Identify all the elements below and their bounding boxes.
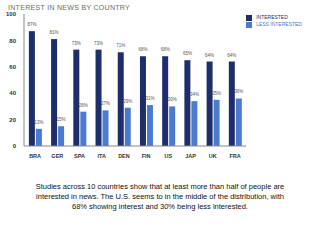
svg-text:US: US: [165, 153, 173, 159]
svg-text:64%: 64%: [205, 53, 214, 58]
svg-text:27%: 27%: [101, 101, 110, 106]
svg-text:20: 20: [9, 117, 16, 123]
svg-text:73%: 73%: [94, 41, 103, 46]
svg-text:65%: 65%: [183, 51, 192, 56]
svg-text:71%: 71%: [116, 43, 125, 48]
svg-text:60: 60: [9, 64, 16, 70]
svg-text:68%: 68%: [138, 47, 147, 52]
svg-text:FIN: FIN: [142, 153, 151, 159]
svg-text:UK: UK: [209, 153, 217, 159]
svg-text:31%: 31%: [145, 96, 154, 101]
svg-text:ITA: ITA: [98, 153, 106, 159]
svg-text:GER: GER: [51, 153, 63, 159]
svg-text:13%: 13%: [34, 120, 43, 125]
html-text:Studies across 10 countries sh: Studies across 10 countries show that at…: [35, 182, 285, 211]
svg-text:73%: 73%: [72, 41, 81, 46]
svg-text:87%: 87%: [27, 22, 36, 27]
svg-text:34%: 34%: [190, 92, 199, 97]
svg-text:BRA: BRA: [29, 153, 41, 159]
html-text:INTERESTED: INTERESTED: [256, 14, 288, 20]
svg-text:64%: 64%: [227, 53, 236, 58]
svg-text:0: 0: [13, 143, 17, 149]
svg-text:SPA: SPA: [74, 153, 85, 159]
svg-text:36%: 36%: [234, 89, 243, 94]
svg-text:15%: 15%: [57, 117, 66, 122]
svg-text:30%: 30%: [168, 97, 177, 102]
svg-text:JAP: JAP: [185, 153, 196, 159]
svg-text:26%: 26%: [79, 103, 88, 108]
svg-text:68%: 68%: [161, 47, 170, 52]
svg-text:35%: 35%: [212, 91, 221, 96]
svg-text:FRA: FRA: [229, 153, 240, 159]
html-text:LESS INTERESTED: LESS INTERESTED: [256, 21, 302, 27]
svg-text:100: 100: [8, 11, 17, 17]
svg-text:DEN: DEN: [118, 153, 130, 159]
svg-text:81%: 81%: [50, 30, 59, 35]
svg-text:40: 40: [9, 90, 16, 96]
svg-text:80: 80: [9, 38, 16, 44]
svg-text:29%: 29%: [123, 99, 132, 104]
html-text:INTEREST IN NEWS BY COUNTRY: INTEREST IN NEWS BY COUNTRY: [8, 4, 131, 11]
